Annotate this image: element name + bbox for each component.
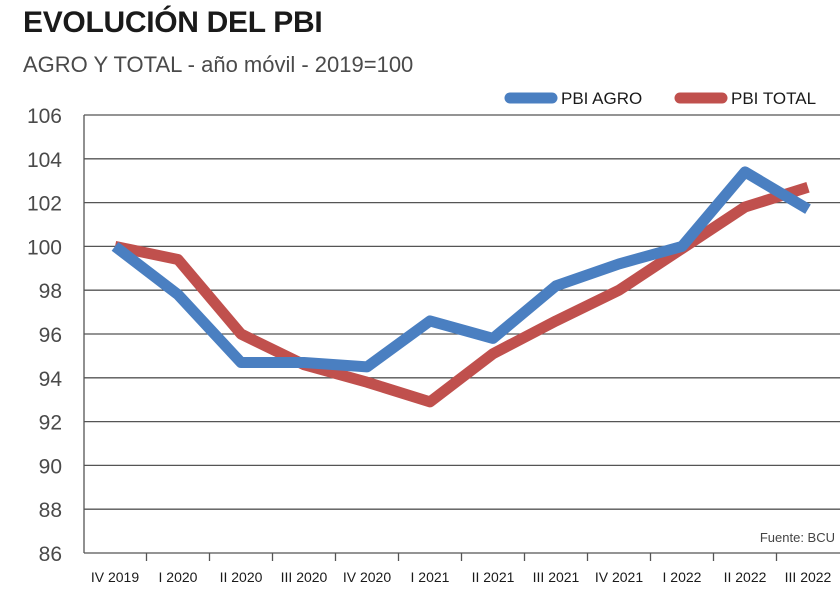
legend-label-total: PBI TOTAL (731, 89, 816, 108)
y-tick-label: 86 (39, 543, 62, 566)
chart-subtitle: AGRO Y TOTAL - año móvil - 2019=100 (23, 52, 414, 77)
x-tick-label: IV 2021 (595, 569, 643, 585)
y-tick-label: 88 (39, 499, 62, 522)
y-tick-label: 90 (39, 455, 62, 478)
x-tick-label: II 2020 (220, 569, 263, 585)
x-tick-label: IV 2019 (91, 569, 139, 585)
y-tick-label: 96 (39, 324, 62, 347)
y-tick-label: 100 (27, 236, 62, 259)
y-tick-label: 104 (27, 149, 62, 172)
y-tick-label: 102 (27, 193, 62, 216)
x-tick-label: II 2022 (724, 569, 767, 585)
x-tick-label: I 2021 (411, 569, 450, 585)
y-tick-label: 98 (39, 280, 62, 303)
y-tick-label: 92 (39, 412, 62, 435)
source-note: Fuente: BCU (760, 530, 835, 545)
x-tick-label: III 2022 (785, 569, 832, 585)
y-tick-label: 106 (27, 105, 62, 128)
legend-label-agro: PBI AGRO (561, 89, 642, 108)
series-line-agro (111, 166, 811, 373)
x-tick-label: II 2021 (472, 569, 515, 585)
x-tick-label: III 2021 (533, 569, 580, 585)
x-tick-label: I 2020 (159, 569, 198, 585)
chart-title: EVOLUCIÓN DEL PBI (23, 6, 323, 39)
y-tick-label: 94 (39, 368, 63, 391)
x-tick-label: I 2022 (663, 569, 702, 585)
x-tick-label: III 2020 (281, 569, 328, 585)
x-tick-label: IV 2020 (343, 569, 391, 585)
